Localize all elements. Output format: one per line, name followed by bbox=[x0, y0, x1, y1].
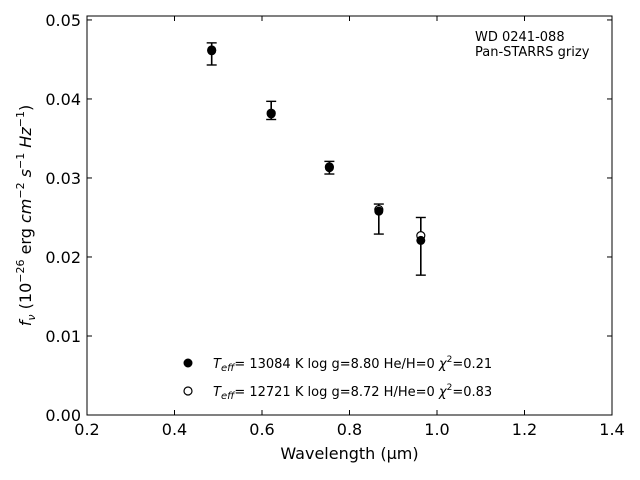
legend-marker-open bbox=[183, 386, 193, 396]
x-axis-label: Wavelength (μm) bbox=[280, 444, 418, 463]
filled-model-point bbox=[374, 206, 384, 216]
x-tick-label: 0.2 bbox=[74, 420, 99, 439]
legend-entry: Teff= 12721 K log g=8.72 H/He=0 χ2=0.83 bbox=[213, 383, 492, 402]
y-tick-label: 0.04 bbox=[45, 90, 81, 109]
y-tick-label: 0.00 bbox=[45, 406, 81, 425]
x-tick-label: 1.2 bbox=[512, 420, 537, 439]
plot-frame bbox=[86, 15, 613, 416]
legend-entry: Teff= 13084 K log g=8.80 He/H=0 χ2=0.21 bbox=[213, 355, 492, 374]
filled-model-point bbox=[266, 109, 276, 119]
filled-model-point bbox=[207, 46, 217, 56]
y-axis-label: fν (10−26 erg cm−2 s−1 Hz−1) bbox=[14, 105, 38, 326]
x-tick-label: 1.0 bbox=[424, 420, 449, 439]
filled-model-point bbox=[416, 235, 426, 245]
x-tick-label: 0.6 bbox=[249, 420, 274, 439]
y-tick-label: 0.05 bbox=[45, 11, 81, 30]
annotation-line: WD 0241-088 bbox=[475, 30, 565, 45]
x-tick-label: 0.8 bbox=[337, 420, 362, 439]
y-tick-label: 0.03 bbox=[45, 169, 81, 188]
x-tick-label: 1.4 bbox=[599, 420, 624, 439]
legend-marker-filled bbox=[183, 358, 193, 368]
annotation-line: Pan-STARRS grizy bbox=[475, 45, 590, 60]
x-tick-label: 0.4 bbox=[162, 420, 187, 439]
filled-model-point bbox=[324, 163, 334, 173]
y-tick-label: 0.02 bbox=[45, 248, 81, 267]
y-tick-label: 0.01 bbox=[45, 327, 81, 346]
